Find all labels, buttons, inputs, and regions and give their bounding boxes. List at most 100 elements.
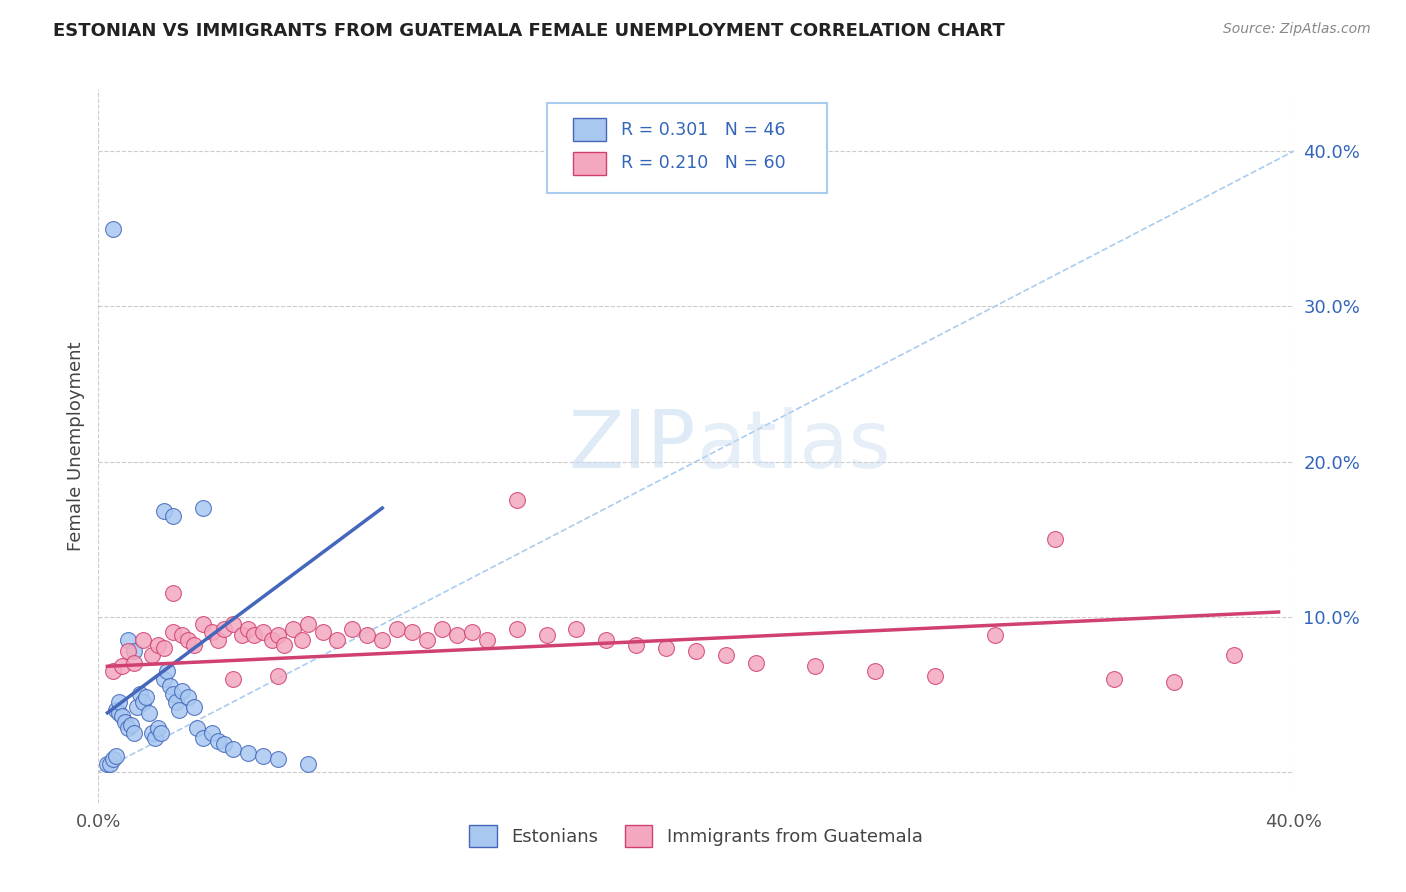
Point [207, 632, 229, 647]
Point [201, 625, 224, 640]
Point [138, 706, 160, 720]
Point [924, 668, 946, 682]
Point [430, 622, 453, 636]
Point [177, 690, 200, 705]
Point [416, 632, 439, 647]
Point [236, 746, 259, 760]
Point [371, 632, 394, 647]
Point [162, 625, 184, 640]
Point [162, 586, 184, 600]
Point [212, 737, 235, 751]
Point [207, 733, 229, 747]
Point [117, 632, 139, 647]
Point [127, 699, 149, 714]
Point [685, 644, 707, 658]
Point [141, 648, 163, 663]
Point [804, 659, 827, 673]
Point [252, 625, 274, 640]
Point [565, 622, 588, 636]
Point [124, 656, 146, 670]
Point [984, 628, 1007, 642]
Point [191, 731, 214, 745]
Point [1043, 532, 1066, 546]
Text: atlas: atlas [696, 407, 890, 485]
Legend: Estonians, Immigrants from Guatemala: Estonians, Immigrants from Guatemala [463, 818, 929, 855]
Point [103, 752, 125, 766]
Point [105, 749, 128, 764]
Point [124, 726, 146, 740]
Point [475, 632, 498, 647]
Point [506, 622, 529, 636]
Point [129, 687, 152, 701]
Text: R = 0.301   N = 46: R = 0.301 N = 46 [620, 121, 785, 139]
Point [273, 638, 295, 652]
Point [117, 644, 139, 658]
Text: Source: ZipAtlas.com: Source: ZipAtlas.com [1223, 22, 1371, 37]
Text: ZIP: ZIP [568, 407, 696, 485]
Point [297, 757, 319, 772]
Point [162, 508, 184, 523]
Point [148, 638, 170, 652]
Point [212, 622, 235, 636]
Point [132, 632, 155, 647]
Point [267, 628, 290, 642]
Point [172, 628, 194, 642]
Point [595, 632, 617, 647]
Point [111, 659, 134, 673]
Point [506, 493, 529, 508]
Point [326, 632, 349, 647]
Point [124, 644, 146, 658]
Point [183, 638, 205, 652]
Point [446, 628, 468, 642]
Point [1163, 674, 1185, 689]
Point [148, 722, 170, 736]
Point [108, 706, 131, 720]
Point [141, 726, 163, 740]
Point [150, 726, 173, 740]
Point [135, 690, 157, 705]
Point [536, 628, 558, 642]
Point [252, 749, 274, 764]
Point [201, 726, 224, 740]
Point [191, 617, 214, 632]
Point [96, 757, 118, 772]
Point [153, 504, 176, 518]
Point [143, 731, 166, 745]
Point [159, 680, 181, 694]
Point [108, 695, 131, 709]
Point [114, 715, 136, 730]
Point [156, 664, 179, 678]
Point [385, 622, 409, 636]
Point [132, 695, 155, 709]
Point [222, 617, 245, 632]
Point [222, 672, 245, 686]
Point [231, 628, 253, 642]
Point [153, 672, 176, 686]
Point [183, 699, 205, 714]
Point [714, 648, 737, 663]
Y-axis label: Female Unemployment: Female Unemployment [66, 342, 84, 550]
Point [267, 668, 290, 682]
Point [243, 628, 266, 642]
Point [260, 632, 283, 647]
Point [191, 501, 214, 516]
Point [291, 632, 314, 647]
FancyBboxPatch shape [547, 103, 827, 193]
Point [105, 703, 128, 717]
Point [626, 638, 648, 652]
Point [103, 664, 125, 678]
Text: R = 0.210   N = 60: R = 0.210 N = 60 [620, 154, 786, 172]
Point [356, 628, 378, 642]
Point [111, 709, 134, 723]
Point [117, 722, 139, 736]
Bar [572, 152, 606, 175]
Point [461, 625, 484, 640]
Point [865, 664, 887, 678]
Point [745, 656, 768, 670]
Point [1223, 648, 1246, 663]
Point [236, 622, 259, 636]
Point [222, 741, 245, 756]
Point [186, 722, 208, 736]
Point [177, 632, 200, 647]
Point [120, 718, 142, 732]
